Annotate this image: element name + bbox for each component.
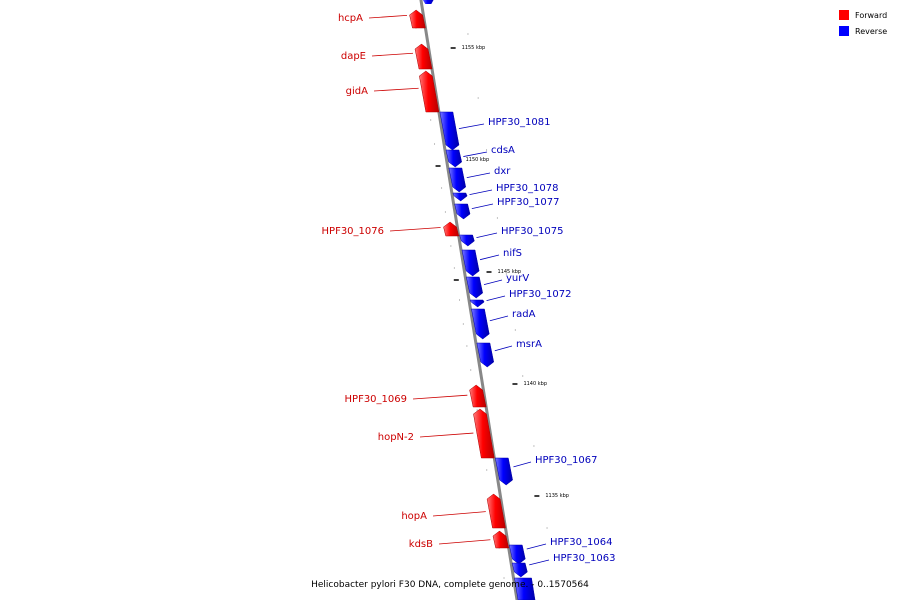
leader-line [373, 87, 419, 92]
gene-label[interactable]: msrA [516, 339, 542, 350]
gene-label[interactable]: HPF30_1069 [345, 394, 407, 405]
tick-label: 1150 kbp [466, 157, 490, 163]
legend: Forward Reverse [839, 10, 887, 36]
gene-arrow-hcpA[interactable] [409, 9, 426, 29]
gene-label[interactable]: yurV [506, 273, 529, 284]
leader-line [526, 543, 547, 550]
gene-arrow-hopA[interactable] [486, 493, 506, 529]
leader-line [483, 279, 503, 286]
gene-arrow-cdsA[interactable] [445, 149, 462, 168]
leader-line [438, 539, 491, 545]
gene-arrow-partial [514, 577, 536, 600]
legend-swatch-reverse [839, 26, 849, 36]
gene-features [409, 0, 536, 600]
gene-arrow-dxr[interactable] [448, 167, 466, 193]
gene-label[interactable]: dxr [494, 166, 511, 177]
gene-arrow-HPF30_1078[interactable] [452, 192, 468, 202]
leader-line [486, 295, 506, 302]
leader-line [412, 394, 468, 400]
legend-label-forward: Forward [855, 11, 887, 20]
leader-line [469, 189, 493, 195]
gene-arrow-yurV[interactable] [466, 276, 483, 299]
leader-line [494, 345, 513, 352]
gene-label[interactable]: hopA [401, 511, 427, 522]
tick-label: 1145 kbp [498, 269, 522, 275]
gene-arrow-HPF30_1063[interactable] [511, 562, 528, 578]
gene-arrow-msrA[interactable] [476, 342, 495, 368]
leader-line [463, 151, 488, 157]
gene-label[interactable]: HPF30_1063 [553, 553, 615, 564]
leader-line [419, 432, 474, 438]
gene-labels: hcpA dapE gidA HPF30_1081 cdsA dxr HPF30_1078 H… [322, 13, 615, 566]
gene-label[interactable]: HPF30_1081 [488, 117, 550, 128]
gene-label[interactable]: kdsB [409, 539, 433, 550]
gene-arrow-HPF30_1076[interactable] [443, 221, 460, 237]
tick-label: 1140 kbp [523, 381, 547, 387]
genome-axis [419, 0, 519, 600]
axis-line [419, 0, 519, 600]
tick-label: 1135 kbp [545, 493, 569, 499]
gene-arrow-HPF30_1072[interactable] [469, 299, 485, 308]
genome-caption: Helicobacter pylori F30 DNA, complete ge… [311, 580, 589, 590]
leader-line [529, 559, 550, 566]
gene-label[interactable]: hopN-2 [378, 432, 414, 443]
leader-line [368, 15, 408, 19]
gene-label[interactable]: HPF30_1064 [550, 537, 612, 548]
gene-label[interactable]: HPF30_1067 [535, 455, 597, 466]
leader-line [513, 461, 532, 468]
leader-line [432, 511, 486, 517]
leader-line [489, 315, 509, 322]
gene-arrow-partial [422, 0, 434, 4]
gene-label[interactable]: HPF30_1075 [501, 226, 563, 237]
leader-line [471, 203, 494, 210]
leader-line [476, 232, 498, 239]
gene-label[interactable]: HPF30_1077 [497, 197, 559, 208]
gene-arrow-kdsB[interactable] [492, 530, 510, 549]
legend-swatch-forward [839, 10, 849, 20]
leader-line [479, 254, 500, 261]
gene-label[interactable]: cdsA [491, 145, 515, 156]
leader-line [371, 52, 414, 57]
leader-line [458, 123, 485, 129]
gene-label[interactable]: HPF30_1078 [496, 183, 558, 194]
gene-label[interactable]: hcpA [338, 13, 363, 24]
gene-label[interactable]: HPF30_1072 [509, 289, 571, 300]
legend-label-reverse: Reverse [855, 27, 887, 36]
gene-label[interactable]: nifS [503, 248, 522, 259]
gene-arrow-hopN-2[interactable] [473, 408, 495, 459]
gene-arrow-gidA[interactable] [419, 70, 440, 113]
gene-arrow-HPF30_1075[interactable] [459, 234, 475, 247]
gene-label[interactable]: dapE [341, 51, 366, 62]
gene-arrow-HPF30_1077[interactable] [454, 203, 471, 220]
gene-arrow-radA[interactable] [471, 308, 490, 340]
gene-arrow-HPF30_1064[interactable] [508, 544, 526, 565]
gene-arrow-HPF30_1069[interactable] [469, 384, 487, 408]
gene-arrow-HPF30_1067[interactable] [494, 457, 513, 486]
tick-label: 1155 kbp [462, 45, 486, 51]
gene-arrow-dapE[interactable] [414, 43, 433, 70]
gene-label[interactable]: radA [512, 309, 536, 320]
leader-line [466, 172, 491, 178]
gene-label[interactable]: gidA [346, 86, 368, 97]
gene-label[interactable]: HPF30_1076 [322, 226, 384, 237]
gene-arrow-HPF30_1081[interactable] [439, 111, 460, 151]
leader-line [389, 227, 441, 232]
gene-arrow-nifS[interactable] [461, 249, 480, 277]
